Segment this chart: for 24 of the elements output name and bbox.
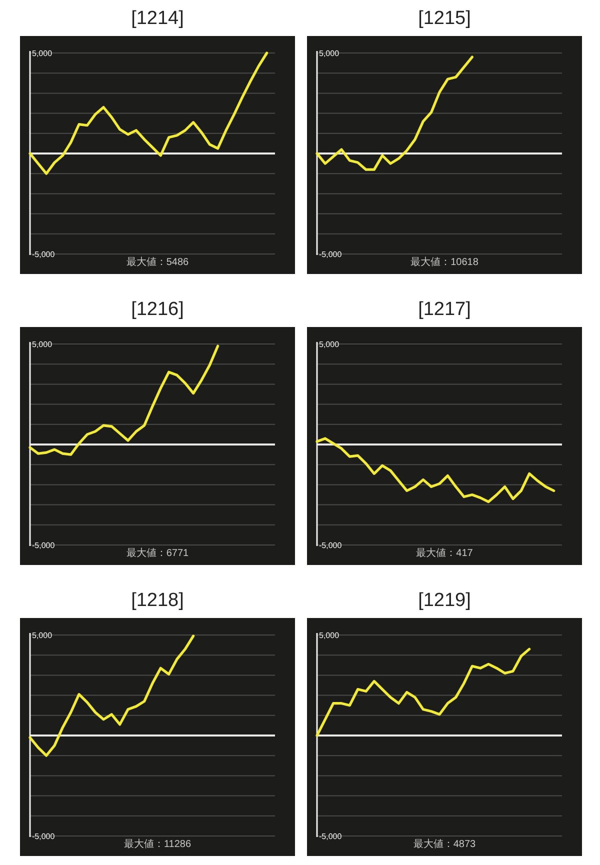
y-tick-label: 5,000	[319, 631, 340, 640]
text: 最大値：417	[416, 547, 474, 559]
chart-title: [1215]	[418, 8, 471, 29]
text: 最大値：4873	[413, 838, 476, 850]
y-tick-label: 5,000	[319, 340, 340, 349]
chart-title: [1217]	[418, 299, 471, 320]
y-tick-label: 5,000	[319, 49, 340, 58]
y-tick-label: -5,000	[319, 541, 342, 550]
chart-title: [1214]	[131, 8, 184, 29]
text: 最大値：5486	[126, 256, 190, 268]
chart-title: [1219]	[418, 590, 471, 611]
y-tick-label: -5,000	[319, 250, 342, 259]
y-tick-label: 5,000	[32, 631, 53, 640]
y-tick-label: 5,000	[32, 49, 53, 58]
text: 最大値：11286	[124, 838, 192, 850]
text: 最大値：6771	[126, 547, 190, 559]
y-tick-label: -5,000	[32, 832, 56, 841]
y-tick-label: -5,000	[319, 832, 342, 841]
chart-title: [1216]	[131, 299, 184, 320]
text: 最大値：10618	[410, 256, 479, 268]
y-tick-label: -5,000	[32, 250, 56, 259]
chart-title: [1218]	[131, 590, 184, 611]
y-tick-label: -5,000	[32, 541, 56, 550]
y-tick-label: 5,000	[32, 340, 53, 349]
